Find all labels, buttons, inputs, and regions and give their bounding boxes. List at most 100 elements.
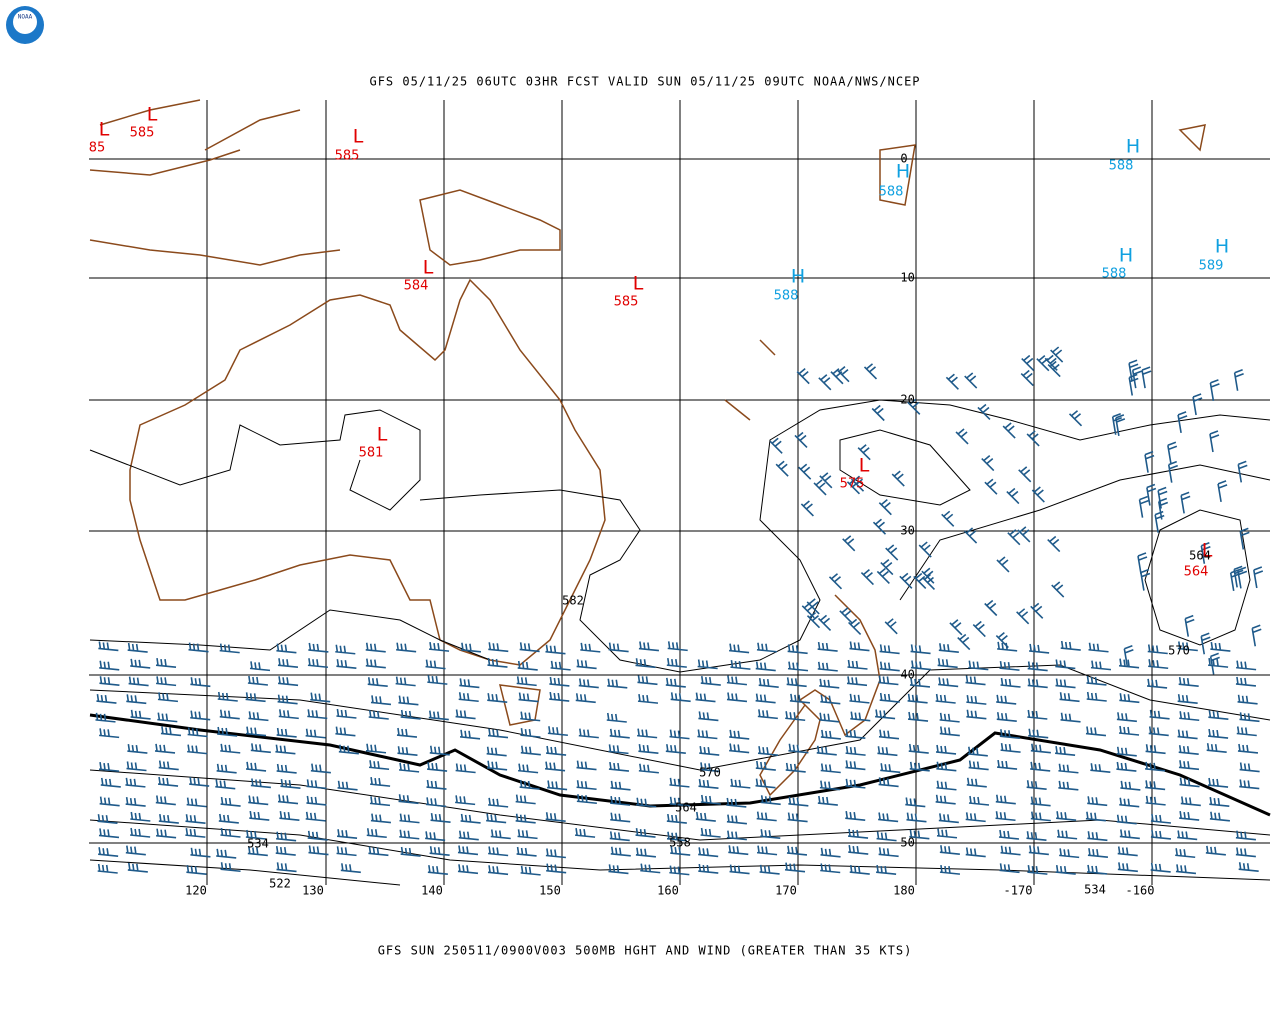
center-symbol: H bbox=[896, 161, 910, 183]
wind-barb bbox=[998, 829, 1020, 840]
wind-barb bbox=[1057, 829, 1078, 840]
wind-barb bbox=[546, 745, 567, 756]
wind-barb bbox=[399, 813, 420, 824]
wind-barb bbox=[368, 846, 389, 857]
center-symbol: L bbox=[377, 424, 388, 446]
contour-label: 564 bbox=[675, 801, 697, 815]
center-value: 585 bbox=[335, 149, 360, 164]
wind-barb bbox=[1055, 659, 1076, 670]
wind-barb bbox=[126, 694, 147, 705]
wind-barb bbox=[1028, 728, 1049, 739]
wind-barb bbox=[310, 692, 331, 703]
wind-barb bbox=[610, 795, 631, 806]
wind-barb bbox=[125, 845, 146, 856]
wind-barb bbox=[220, 827, 241, 838]
wind-barb bbox=[96, 693, 117, 704]
wind-barb bbox=[1068, 410, 1083, 427]
wind-barb bbox=[1027, 678, 1048, 689]
wind-barb bbox=[1147, 678, 1168, 689]
caption: GFS SUN 250511/0900V003 500MB HGHT AND W… bbox=[378, 944, 913, 958]
wind-barb bbox=[817, 795, 838, 806]
wind-barb bbox=[726, 814, 747, 825]
wind-barb bbox=[909, 829, 930, 840]
wind-barb bbox=[336, 846, 357, 857]
wind-barb bbox=[245, 829, 266, 840]
center-value: 588 bbox=[1109, 159, 1134, 174]
wind-barb bbox=[578, 728, 599, 739]
wind-barb bbox=[665, 744, 686, 754]
wind-barb bbox=[729, 729, 750, 740]
wind-barb bbox=[955, 428, 969, 445]
wind-barb bbox=[788, 796, 809, 807]
wind-barb bbox=[999, 729, 1020, 740]
wind-barb bbox=[756, 845, 778, 856]
wind-barb bbox=[245, 692, 266, 703]
wind-barb bbox=[457, 864, 479, 875]
wind-barb bbox=[220, 862, 241, 873]
wind-barb bbox=[1059, 692, 1080, 703]
wind-barb bbox=[1128, 359, 1139, 382]
wind-barb bbox=[1140, 568, 1151, 591]
wind-barb bbox=[968, 795, 990, 806]
wind-barb bbox=[127, 642, 148, 653]
wind-barb bbox=[981, 454, 995, 472]
latitude-label: -10 bbox=[893, 271, 915, 285]
wind-barb bbox=[1167, 460, 1179, 483]
wind-barb bbox=[460, 642, 481, 653]
wind-barb bbox=[849, 693, 870, 704]
wind-barb bbox=[787, 661, 809, 672]
wind-barb bbox=[728, 845, 749, 856]
wind-barb bbox=[760, 829, 781, 840]
wind-barb bbox=[277, 794, 299, 805]
wind-barb bbox=[278, 709, 299, 720]
wind-barb bbox=[189, 776, 210, 787]
wind-barb bbox=[758, 678, 779, 688]
wind-barb bbox=[698, 711, 719, 722]
wind-barb bbox=[1026, 780, 1047, 791]
wind-barb bbox=[1175, 864, 1197, 875]
center-symbol: L bbox=[633, 273, 644, 295]
wind-barb bbox=[575, 693, 596, 704]
wind-barb bbox=[488, 797, 509, 808]
wind-barb bbox=[665, 677, 686, 688]
wind-barb bbox=[697, 659, 718, 670]
longitude-label: 130 bbox=[302, 884, 324, 898]
wind-barb bbox=[368, 760, 390, 771]
center-value: 584 bbox=[404, 279, 429, 294]
wind-barb bbox=[1200, 542, 1211, 564]
wind-barb bbox=[965, 675, 986, 686]
wind-barb bbox=[520, 711, 541, 722]
wind-barb bbox=[1116, 746, 1137, 757]
wind-barb bbox=[1123, 644, 1134, 667]
wind-barb bbox=[1051, 581, 1065, 598]
wind-barb bbox=[458, 692, 479, 703]
wind-barb bbox=[1026, 430, 1040, 447]
wind-barb bbox=[935, 693, 956, 704]
contour-label: 558 bbox=[669, 836, 691, 850]
wind-barb bbox=[158, 760, 179, 771]
wind-barb bbox=[786, 677, 807, 688]
coast-tasmania bbox=[499, 684, 541, 726]
wind-barb bbox=[816, 745, 837, 756]
center-symbol: L bbox=[859, 455, 870, 477]
center-value: 588 bbox=[879, 185, 904, 200]
wind-barb bbox=[276, 831, 297, 842]
wind-barb bbox=[98, 828, 120, 839]
coast-islands bbox=[724, 124, 1206, 421]
wind-barb bbox=[186, 865, 207, 875]
wind-barb bbox=[1237, 460, 1248, 483]
wind-barb bbox=[846, 676, 868, 687]
wind-barb bbox=[1167, 441, 1178, 464]
center-symbol: L bbox=[353, 126, 364, 148]
wind-barb bbox=[365, 743, 387, 754]
wind-barb bbox=[370, 695, 392, 706]
wind-barb bbox=[1085, 726, 1107, 737]
wind-barb bbox=[154, 743, 176, 754]
wind-barb bbox=[187, 727, 208, 738]
longitude-label: 180 bbox=[893, 884, 915, 898]
wind-barb bbox=[984, 599, 998, 617]
longitude-label: 140 bbox=[421, 884, 443, 898]
center-symbol: H bbox=[791, 266, 805, 288]
wind-barb bbox=[667, 641, 688, 652]
wind-barb bbox=[99, 676, 120, 687]
